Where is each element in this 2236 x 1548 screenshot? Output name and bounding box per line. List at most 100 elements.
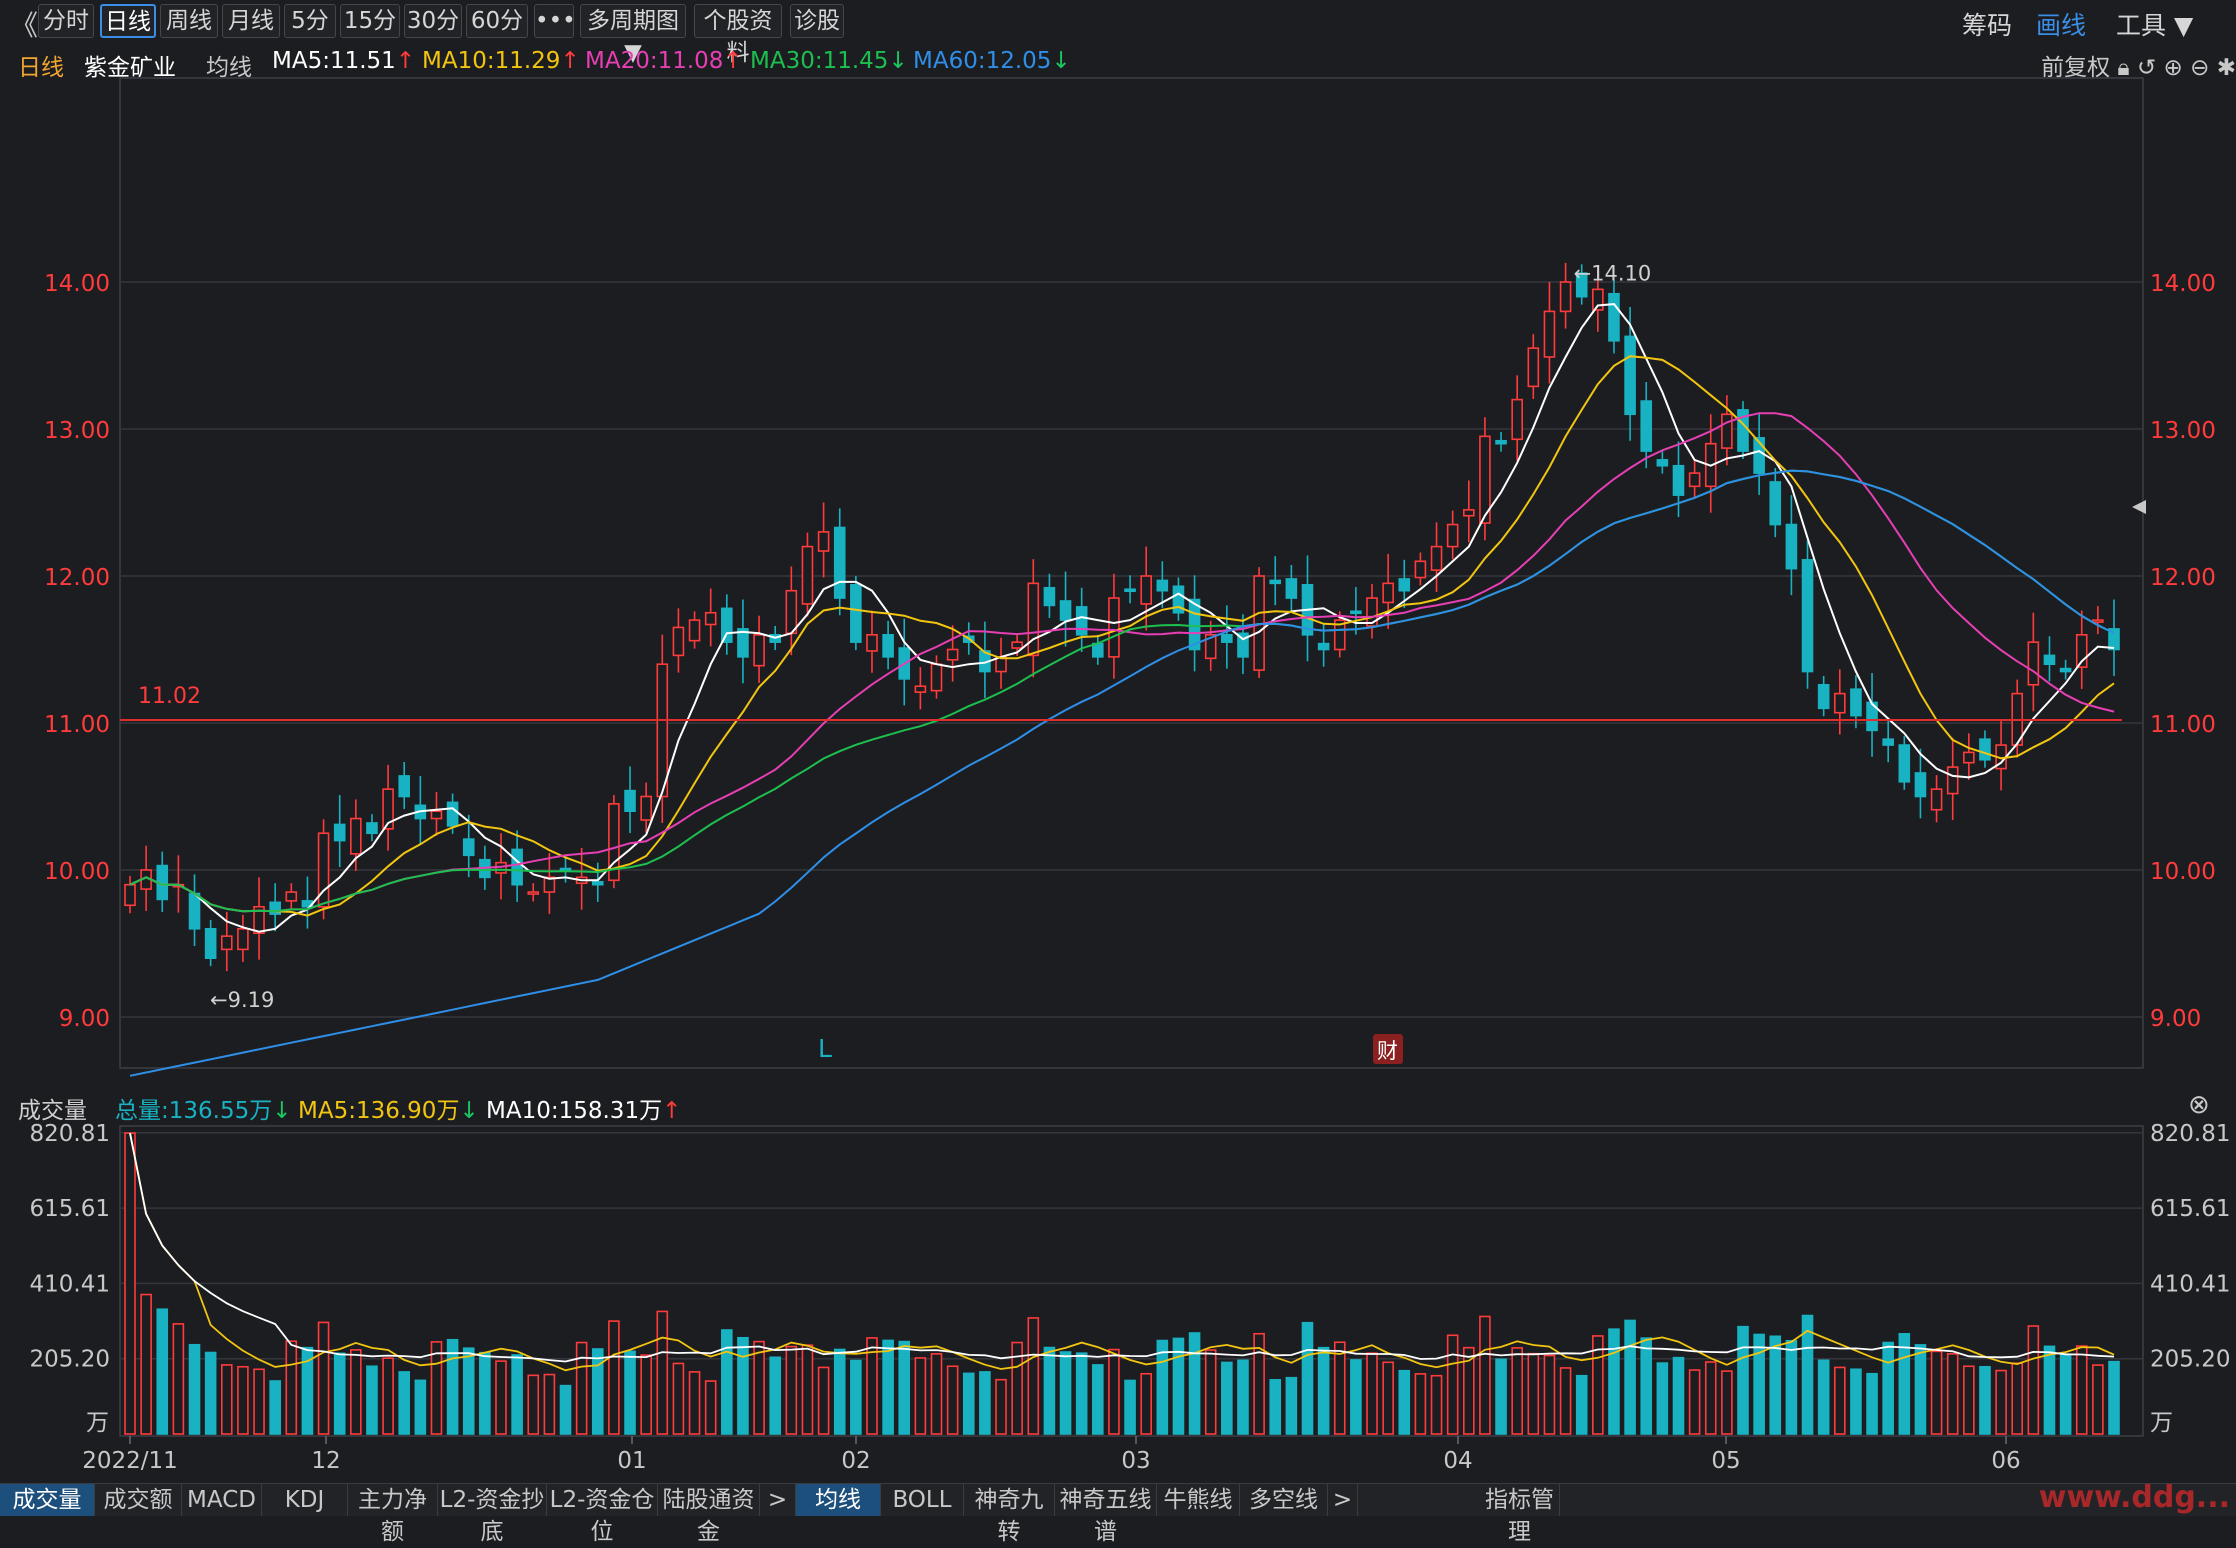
ma30-line	[129, 469, 2115, 913]
volume-bar	[543, 1373, 556, 1435]
period-tab-4[interactable]: 5分	[284, 4, 336, 38]
price-tick-right: 13.00	[2150, 418, 2216, 444]
candle-body	[269, 901, 281, 915]
candle-body	[1108, 597, 1120, 658]
candle-body	[1817, 683, 1830, 710]
draw-line-button[interactable]: 画线	[2036, 11, 2087, 40]
volume-bar	[882, 1339, 894, 1435]
volume-bar	[2092, 1364, 2104, 1435]
period-tab-1[interactable]: 日线	[100, 4, 156, 38]
candle-body	[559, 867, 572, 872]
ma-lines	[129, 303, 2115, 1077]
candle-body	[721, 607, 733, 643]
period-tab-7[interactable]: 60分	[466, 4, 528, 38]
date-label: 01	[617, 1448, 646, 1474]
price-tick-right: 14.00	[2150, 271, 2216, 297]
period-tab-6[interactable]: 30分	[404, 4, 462, 38]
candle-body	[1285, 578, 1298, 599]
indicator-tab-2[interactable]: MACD	[182, 1484, 262, 1516]
volume-bar	[1446, 1334, 1459, 1435]
high-annotation: ←14.10	[1574, 261, 1652, 285]
volume-bar	[220, 1364, 233, 1435]
ma5-value: MA5:11.51↑	[272, 48, 416, 74]
indicator-tab-3[interactable]: KDJ	[262, 1484, 348, 1516]
indicator-tab-14[interactable]: 多空线	[1240, 1484, 1328, 1516]
candle-body	[1350, 610, 1362, 615]
collapse-arrow-icon[interactable]: 《	[10, 9, 39, 42]
volume-bar	[172, 1323, 185, 1435]
candle-body	[2043, 654, 2056, 666]
volume-title: 成交量	[18, 1098, 87, 1124]
close-panel-icon[interactable]: ⊗	[2188, 1090, 2210, 1120]
zoom-in-icon[interactable]: ⊕	[2163, 55, 2183, 81]
volume-bar	[1253, 1332, 1265, 1435]
indicator-tab-7[interactable]: 陆股通资金	[658, 1484, 760, 1545]
indicator-tab-12[interactable]: 神奇五线谱	[1055, 1484, 1157, 1545]
candle-body	[946, 648, 959, 661]
indicator-tab-0[interactable]: 成交量	[0, 1484, 95, 1516]
volume-bar	[1075, 1352, 1088, 1435]
indicator-tab-13[interactable]: 牛熊线	[1157, 1484, 1240, 1516]
date-label: 03	[1121, 1448, 1150, 1474]
indicator-tab-8[interactable]: >	[760, 1484, 796, 1516]
price-tick-right: 10.00	[2150, 859, 2216, 885]
candle-body	[350, 817, 362, 855]
price-axis: 14.00 14.00 13.00 13.00 12.00 12.00 11.00 11.00…	[44, 271, 2216, 1032]
indicator-tab-4[interactable]: 主力净额	[348, 1484, 438, 1545]
volume-bar	[1979, 1365, 1991, 1435]
settings-icon[interactable]: ✱	[2216, 55, 2236, 81]
indicator-tab-10[interactable]: BOLL	[881, 1484, 964, 1516]
volume-bar	[1882, 1341, 1894, 1435]
candle-body	[1640, 400, 1653, 452]
volume-bar	[1285, 1376, 1298, 1435]
indicator-tab-16[interactable]: 指标管理	[1480, 1484, 1560, 1545]
ma10-value: MA10:11.29↑	[422, 48, 580, 74]
period-tab-3[interactable]: 月线	[222, 4, 280, 38]
volume-bar	[769, 1356, 782, 1435]
candle-body	[430, 810, 443, 820]
indicator-tab-6[interactable]: L2-资金仓位	[547, 1484, 658, 1545]
period-tab-9[interactable]: 多周期图 ▼	[580, 4, 686, 66]
ma60-value: MA60:12.05↓	[913, 48, 1071, 74]
volume-bar	[995, 1378, 1007, 1435]
volume-total: 总量:136.55万↓	[115, 1098, 292, 1124]
volume-bar	[1963, 1365, 1975, 1435]
candle-body	[253, 905, 265, 935]
price-tick-left: 9.00	[59, 1006, 110, 1032]
undo-icon[interactable]: ↺	[2136, 55, 2157, 81]
avg-label[interactable]: 均线	[206, 55, 252, 81]
candle-body	[1495, 439, 1507, 445]
zoom-out-icon[interactable]: ⊖	[2190, 55, 2210, 81]
period-tab-8[interactable]: •••	[534, 4, 576, 38]
volume-bar	[962, 1372, 975, 1435]
volume-bar	[382, 1357, 394, 1435]
volume-tick-left: 820.81	[30, 1121, 110, 1147]
indicator-tab-15[interactable]: >	[1328, 1484, 1358, 1516]
volume-bar	[253, 1368, 265, 1435]
candle-body	[1221, 633, 1233, 643]
volume-bar	[350, 1349, 362, 1435]
volume-unit-left: 万	[86, 1410, 109, 1436]
period-tab-5[interactable]: 15分	[340, 4, 400, 38]
tools-menu-button[interactable]: 工具 ▼	[2116, 11, 2194, 40]
volume-info-line: 成交量 总量:136.55万↓ MA5:136.90万↓ MA10:158.31…	[0, 1088, 2236, 1124]
indicator-tab-1[interactable]: 成交额	[95, 1484, 182, 1516]
candle-body	[317, 832, 330, 908]
candle-body	[1366, 597, 1378, 627]
indicator-tab-9[interactable]: 均线	[796, 1484, 881, 1516]
lock-icon[interactable]: 🔒︎	[2117, 55, 2130, 81]
price-tick-left: 12.00	[44, 565, 110, 591]
volume-bar	[1946, 1353, 1959, 1435]
volume-bar	[1156, 1339, 1169, 1435]
period-tab-11[interactable]: 诊股	[790, 4, 844, 38]
kline-chart[interactable]: 14.00 14.00 13.00 13.00 12.00 12.00 11.00 11.00…	[0, 0, 2236, 1483]
period-tab-10[interactable]: 个股资料	[694, 4, 782, 66]
candle-body	[398, 775, 411, 798]
level-label: 11.02	[138, 684, 201, 709]
chip-button[interactable]: 筹码	[1962, 11, 2013, 40]
period-tab-2[interactable]: 周线	[160, 4, 218, 38]
indicator-tab-5[interactable]: L2-资金抄底	[438, 1484, 547, 1545]
indicator-tab-11[interactable]: 神奇九转	[964, 1484, 1055, 1545]
restore-mode-button[interactable]: 前复权	[2041, 55, 2111, 81]
period-tab-0[interactable]: 分时	[38, 4, 94, 38]
